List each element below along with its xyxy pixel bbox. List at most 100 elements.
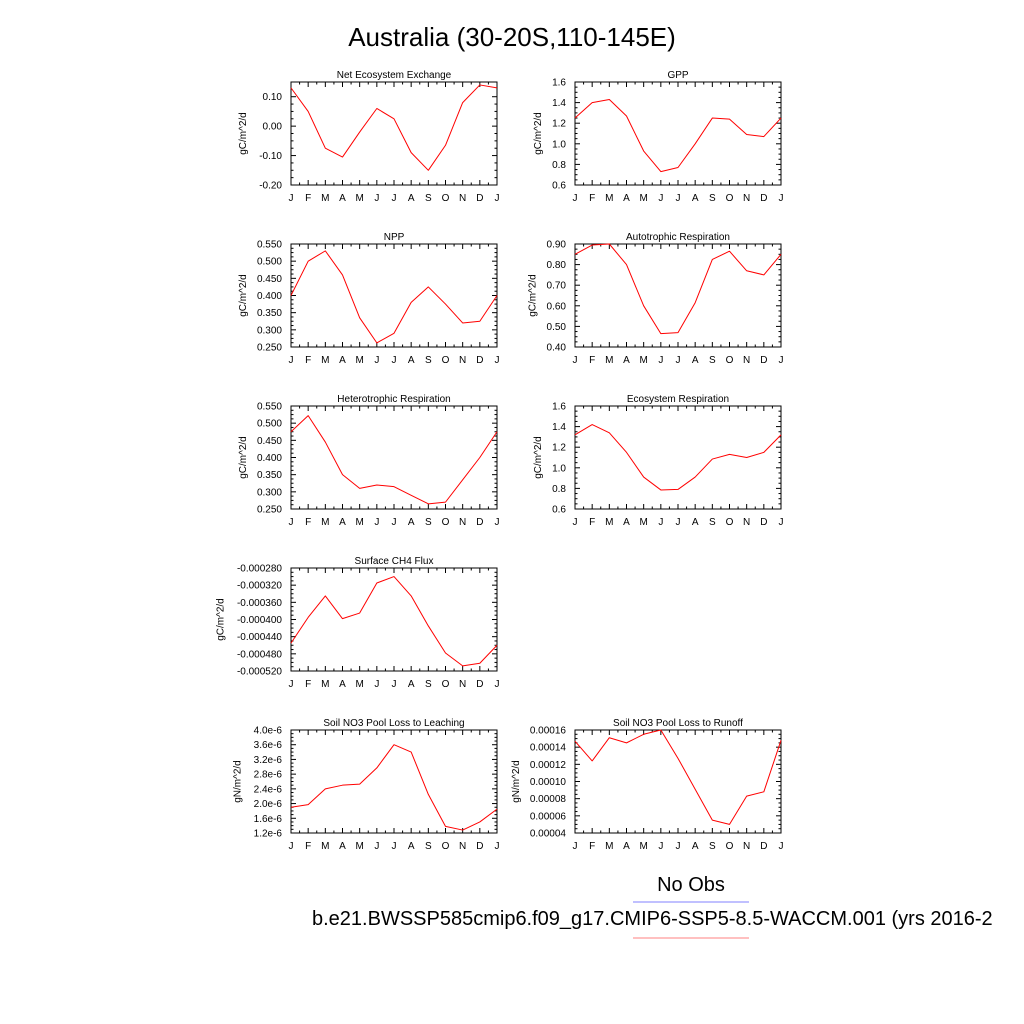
y-tick-label: 0.00 — [263, 122, 283, 133]
x-tick-label: N — [743, 517, 750, 528]
y-tick-label: 0.400 — [257, 291, 282, 302]
x-tick-label: N — [743, 193, 750, 204]
plot-frame — [290, 243, 498, 348]
x-tick-label: S — [709, 193, 716, 204]
y-axis-label: gC/m^2/d — [238, 436, 249, 479]
x-tick-label: M — [355, 517, 363, 528]
x-tick-label: M — [605, 355, 613, 366]
series-line-1 — [290, 744, 498, 831]
y-tick-label: -0.10 — [259, 151, 282, 162]
y-tick-label: 0.8 — [552, 484, 566, 495]
y-tick-label: 0.50 — [547, 322, 567, 333]
y-tick-label: 1.0 — [552, 139, 566, 150]
x-tick-label: J — [573, 517, 578, 528]
y-tick-label: -0.20 — [259, 181, 282, 192]
y-tick-label: 1.0 — [552, 463, 566, 474]
plot-frame — [574, 243, 782, 348]
x-tick-label: A — [339, 517, 346, 528]
y-tick-label: 0.70 — [547, 281, 567, 292]
y-tick-label: 0.300 — [257, 487, 282, 498]
x-tick-label: J — [573, 841, 578, 852]
y-tick-label: 0.00016 — [530, 726, 567, 737]
y-tick-label: 1.6 — [552, 78, 566, 89]
y-tick-label: 1.6 — [552, 402, 566, 413]
x-tick-label: F — [589, 193, 595, 204]
plot-frame — [574, 405, 782, 510]
y-tick-label: 0.00004 — [530, 829, 567, 840]
x-tick-label: J — [392, 841, 397, 852]
x-tick-label: O — [726, 517, 734, 528]
legend: No Obs b.e21.BWSSP585cmip6.f09_g17.CMIP6… — [312, 874, 993, 939]
y-tick-label: 0.250 — [257, 343, 282, 354]
y-axis-label: gC/m^2/d — [533, 112, 544, 155]
x-tick-label: A — [692, 355, 699, 366]
y-tick-label: 3.6e-6 — [254, 740, 283, 751]
y-tick-label: 4.0e-6 — [254, 726, 283, 737]
x-tick-label: M — [321, 355, 329, 366]
x-tick-label: F — [305, 517, 311, 528]
x-tick-label: O — [442, 193, 450, 204]
y-tick-label: -0.000520 — [237, 667, 282, 678]
x-tick-label: S — [425, 517, 432, 528]
panel-title: Surface CH4 Flux — [355, 556, 434, 567]
series-line-1 — [290, 84, 498, 171]
panel-title: Net Ecosystem Exchange — [337, 70, 452, 81]
x-tick-label: N — [459, 517, 466, 528]
x-tick-label: J — [779, 841, 784, 852]
x-tick-label: M — [639, 193, 647, 204]
x-tick-label: J — [495, 679, 500, 690]
x-tick-label: J — [658, 841, 663, 852]
y-axis-label: gN/m^2/d — [511, 760, 522, 803]
y-tick-label: -0.000400 — [237, 615, 282, 626]
x-tick-label: S — [425, 841, 432, 852]
y-tick-label: 1.4 — [552, 422, 566, 433]
x-tick-label: J — [779, 355, 784, 366]
y-tick-label: 0.400 — [257, 453, 282, 464]
x-tick-label: J — [289, 841, 294, 852]
y-tick-label: 1.2 — [552, 443, 566, 454]
x-tick-label: A — [408, 355, 415, 366]
x-tick-label: J — [658, 355, 663, 366]
x-tick-label: J — [495, 841, 500, 852]
y-tick-label: 0.00014 — [530, 743, 567, 754]
y-tick-label: 0.60 — [547, 301, 567, 312]
y-tick-label: 0.6 — [552, 181, 566, 192]
x-tick-label: M — [605, 193, 613, 204]
y-axis-label: gC/m^2/d — [216, 598, 227, 641]
x-tick-label: A — [623, 841, 630, 852]
x-tick-label: S — [709, 355, 716, 366]
y-tick-label: 0.500 — [257, 419, 282, 430]
x-tick-label: O — [442, 841, 450, 852]
x-tick-label: J — [676, 517, 681, 528]
x-tick-label: D — [760, 517, 767, 528]
plot-frame — [574, 729, 782, 834]
x-tick-label: M — [321, 517, 329, 528]
x-tick-label: M — [321, 193, 329, 204]
plot-frame — [290, 81, 498, 186]
x-tick-label: D — [760, 355, 767, 366]
series-line-1 — [574, 729, 782, 825]
x-tick-label: J — [374, 679, 379, 690]
x-tick-label: A — [408, 193, 415, 204]
x-tick-label: A — [623, 517, 630, 528]
x-tick-label: J — [495, 193, 500, 204]
series-line-1 — [574, 99, 782, 173]
x-tick-label: M — [639, 841, 647, 852]
series-line-1 — [290, 576, 498, 667]
x-tick-label: J — [676, 193, 681, 204]
series-line-1 — [574, 243, 782, 335]
x-tick-label: D — [476, 841, 483, 852]
panel-title: GPP — [667, 70, 688, 81]
x-tick-label: O — [726, 193, 734, 204]
x-tick-label: F — [305, 193, 311, 204]
y-tick-label: 3.2e-6 — [254, 755, 283, 766]
x-tick-label: D — [476, 193, 483, 204]
